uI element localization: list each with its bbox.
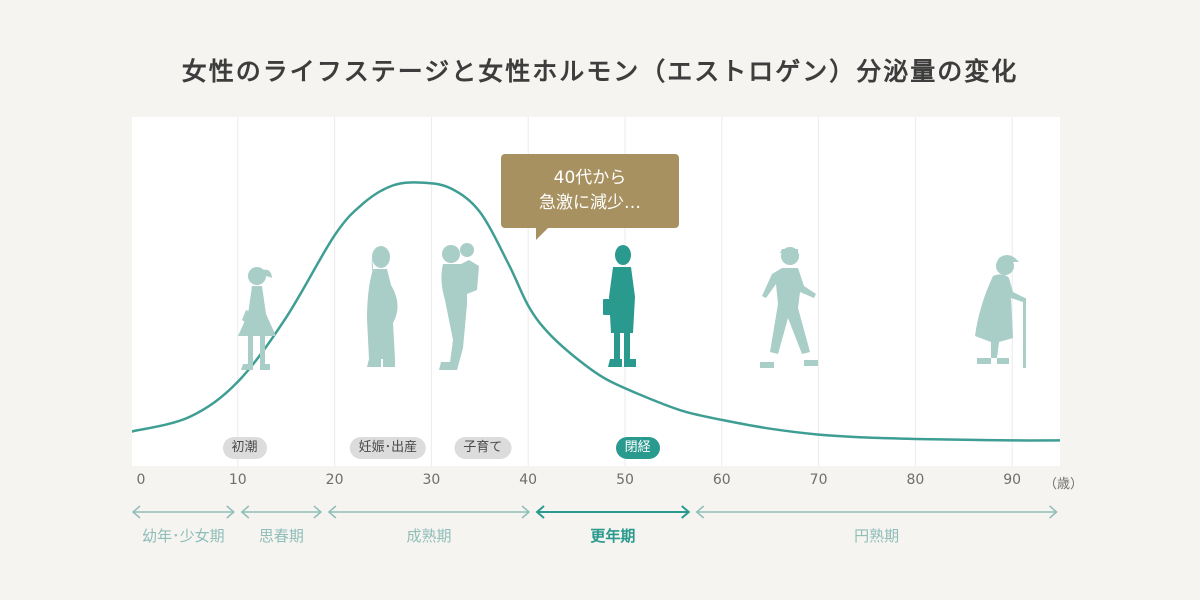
callout-tail (536, 227, 549, 240)
life-event-pill: 初潮 (222, 437, 267, 459)
life-event-pill: 閉経 (615, 437, 660, 459)
chart-canvas (132, 117, 1060, 466)
x-tick-label-80: 80 (906, 472, 925, 488)
stage-arrow (131, 505, 235, 519)
businesswoman-figure-icon (603, 245, 636, 367)
stage-label: 幼年･少女期 (142, 527, 225, 545)
x-tick-label-0: 0 (136, 472, 146, 488)
x-tick-label-90: 90 (1003, 472, 1022, 488)
stage-label: 円熟期 (854, 527, 900, 545)
stage-label: 更年期 (590, 527, 636, 545)
girl-figure-icon (238, 267, 277, 370)
stage-arrow (695, 505, 1058, 519)
pregnant-woman-figure-icon (367, 246, 398, 367)
x-tick-label-30: 30 (422, 472, 441, 488)
elderly-woman-with-cane-figure-icon (974, 255, 1026, 368)
stage-arrow (535, 505, 691, 519)
callout-line-2: 急激に減少… (539, 193, 641, 213)
callout-box: 40代から 急激に減少… (501, 154, 679, 228)
mother-with-child-figure-icon (439, 243, 480, 370)
x-tick-label-70: 70 (809, 472, 828, 488)
chart-title: 女性のライフステージと女性ホルモン（エストロゲン）分泌量の変化 (181, 57, 1019, 86)
x-axis-unit-label: （歳） (1044, 477, 1084, 492)
life-event-pill: 子育て (454, 437, 512, 459)
stage-arrow (240, 505, 323, 519)
life-event-pill: 妊娠･出産 (349, 437, 427, 459)
x-tick-label-10: 10 (228, 472, 247, 488)
stage-label: 思春期 (258, 527, 304, 545)
estrogen-curve (132, 181, 1060, 442)
callout-line-1: 40代から (553, 168, 627, 188)
stage-arrow (327, 505, 531, 519)
x-tick-label-60: 60 (712, 472, 731, 488)
walking-man-figure-icon (759, 247, 818, 368)
stage-label: 成熟期 (406, 527, 452, 545)
x-tick-label-50: 50 (616, 472, 634, 488)
x-tick-label-20: 20 (325, 472, 344, 488)
x-tick-label-40: 40 (519, 472, 538, 488)
